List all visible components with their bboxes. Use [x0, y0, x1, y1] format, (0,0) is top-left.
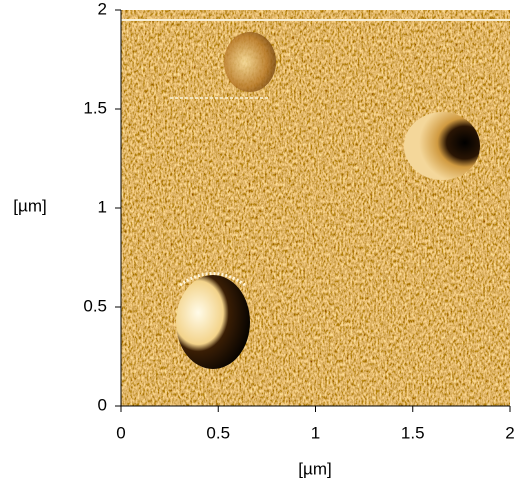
y-tick-label: 1.5: [83, 98, 107, 117]
y-tick-label: 1: [98, 197, 107, 216]
x-tick-label: 1.5: [401, 423, 425, 442]
x-axis-label: [µm]: [298, 459, 331, 478]
chart: [µm] [µm] 0 0.5 1 1.5 2 0 0.5 1 1.5 2: [0, 0, 519, 489]
afm-image: [121, 10, 510, 406]
y-tick-label: 0.5: [83, 296, 107, 315]
x-tick-label: 0.5: [206, 423, 230, 442]
y-axis-label: [µm]: [13, 196, 46, 215]
x-tick-label: 1: [311, 423, 320, 442]
x-tick-label: 2: [505, 423, 514, 442]
y-tick-label: 2: [98, 0, 107, 18]
x-tick-label: 0: [116, 423, 125, 442]
y-tick-label: 0: [98, 395, 107, 414]
